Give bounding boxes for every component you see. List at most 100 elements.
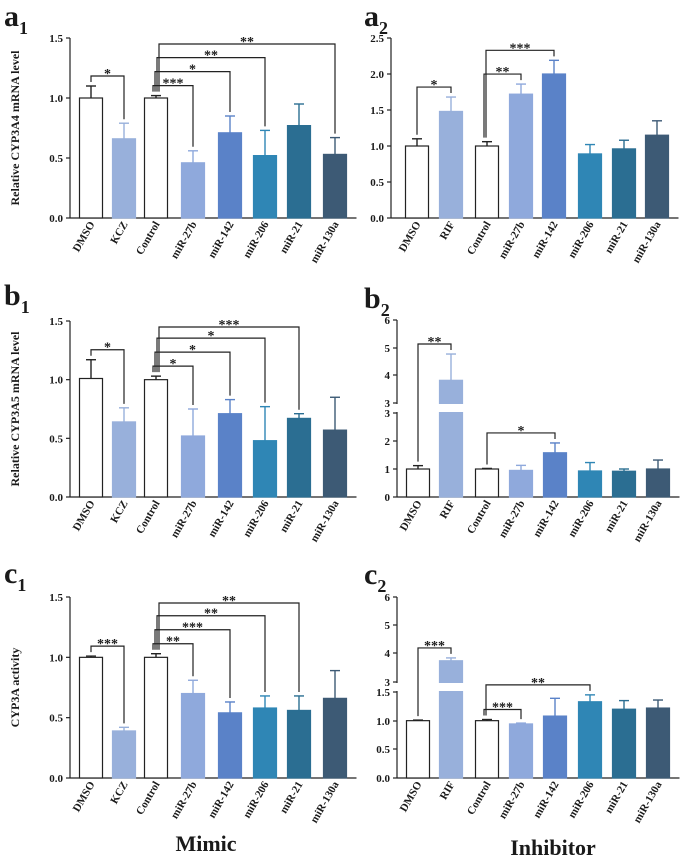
x-tick-label: miR-27b xyxy=(497,220,528,261)
panel-subscript: 1 xyxy=(17,575,26,595)
bar-mir-142 xyxy=(217,132,243,219)
bar-mir-21 xyxy=(286,124,312,219)
x-tick-label: miR-27b xyxy=(497,499,528,540)
significance-bracket xyxy=(156,57,266,127)
significance-bracket xyxy=(485,49,555,138)
bar-mir-206 xyxy=(577,701,603,779)
y-tick-label: 5 xyxy=(385,620,391,632)
x-tick-label: DMSO xyxy=(398,498,425,533)
x-tick-label: Control xyxy=(465,499,494,537)
x-tick-label: DMSO xyxy=(397,219,424,254)
bar-mir-142 xyxy=(542,452,568,498)
x-tick-label: RIF xyxy=(438,779,458,802)
significance-label: *** xyxy=(219,318,240,333)
panel-subscript: 2 xyxy=(379,18,388,38)
y-tick-label: 6 xyxy=(385,315,391,327)
x-tick-label: miR-206 xyxy=(566,219,597,260)
bar-mir-27b xyxy=(180,162,206,219)
x-tick-label: DMSO xyxy=(71,498,98,533)
x-tick-label: miR-206 xyxy=(241,779,272,820)
bar-mir-21 xyxy=(286,417,312,498)
bar-dmso xyxy=(78,97,104,219)
bar-mir-130a xyxy=(322,153,348,219)
panel-subscript: 2 xyxy=(377,576,386,596)
bar-mir-27b xyxy=(180,692,206,779)
y-tick-label: 5 xyxy=(385,343,391,355)
y-tick-label: 0.0 xyxy=(370,213,384,225)
bar-control xyxy=(474,468,500,498)
x-tick-label: miR-21 xyxy=(603,780,631,816)
bar-mir-130a xyxy=(322,697,348,779)
x-tick-label: Control xyxy=(134,780,163,818)
y-tick-label: 1 xyxy=(385,464,391,476)
x-tick-label: miR-27b xyxy=(169,220,200,261)
y-tick-label: 1.0 xyxy=(370,141,384,153)
x-tick-label: miR-130a xyxy=(308,498,342,544)
significance-label: * xyxy=(208,329,215,344)
bar-kcz xyxy=(111,138,137,219)
significance-bracket xyxy=(485,684,591,716)
x-tick-label: miR-142 xyxy=(206,219,237,260)
x-tick-label: miR-130a xyxy=(631,779,665,825)
significance-label: ** xyxy=(204,607,218,622)
bar-control xyxy=(143,97,169,219)
significance-bracket xyxy=(90,349,125,404)
bar-mir-142 xyxy=(542,715,568,779)
significance-label: ** xyxy=(496,65,510,80)
y-tick-label: 2.5 xyxy=(370,33,384,45)
bar-mir-206 xyxy=(252,440,278,498)
bar-mir-27b xyxy=(180,435,206,498)
panel-letter: c2 xyxy=(364,558,386,596)
bar-mir-130a xyxy=(644,134,670,219)
bar-mir-130a xyxy=(645,707,671,779)
x-tick-label: miR-21 xyxy=(278,780,306,816)
x-tick-label: miR-21 xyxy=(278,499,306,535)
y-tick-label: 3 xyxy=(385,677,391,689)
x-tick-label: KCZ xyxy=(108,220,130,247)
y-axis-label: Relative CYP3A5 mRNA level xyxy=(8,331,22,487)
footer-left-label: Mimic xyxy=(175,831,236,856)
bar-mir-206 xyxy=(577,470,603,498)
y-tick-label: 0.0 xyxy=(49,213,63,225)
y-tick-label: 4 xyxy=(385,648,391,660)
x-tick-label: miR-27b xyxy=(169,780,200,821)
significance-bracket xyxy=(154,71,231,112)
x-tick-label: DMSO xyxy=(71,219,98,254)
y-tick-label: 1.5 xyxy=(49,592,63,604)
significance-label: ** xyxy=(240,35,254,50)
x-tick-label: miR-27b xyxy=(497,780,528,821)
panel-c1: c1 CYP3A activity 0.0 0.5 1.0 1.5 DMSO KCZ Contr… xyxy=(4,557,357,825)
y-tick-label: 0.5 xyxy=(376,744,390,756)
panel-letter: a1 xyxy=(4,0,28,38)
y-tick-label: 1.5 xyxy=(49,316,63,328)
significance-label: * xyxy=(104,67,111,82)
y-tick-label: 0.0 xyxy=(49,773,63,785)
y-tick-label: 1.0 xyxy=(49,93,63,105)
significance-bracket xyxy=(158,326,300,410)
y-tick-label: 6 xyxy=(385,592,391,604)
significance-label: *** xyxy=(492,701,513,716)
significance-label: ** xyxy=(428,335,442,350)
significance-label: * xyxy=(518,424,525,439)
x-tick-label: miR-27b xyxy=(169,499,200,540)
x-tick-label: KCZ xyxy=(108,780,130,807)
significance-bracket xyxy=(152,365,194,405)
significance-label: *** xyxy=(97,637,118,652)
panel-letter: b1 xyxy=(4,279,30,317)
bar-mir-206 xyxy=(252,155,278,219)
bar-mir-27b xyxy=(508,723,534,779)
bar-mir-27b xyxy=(508,93,534,219)
x-tick-label: miR-206 xyxy=(241,498,272,539)
significance-bracket xyxy=(152,643,194,677)
bar-rif xyxy=(438,660,464,779)
panel-b1: b1 Relative CYP3A5 mRNA level 0.0 0.5 1.0 1.5… xyxy=(4,279,357,544)
bar-kcz xyxy=(111,421,137,498)
bar-rif xyxy=(438,379,464,498)
significance-label: ** xyxy=(166,635,180,650)
significance-label: * xyxy=(189,63,196,78)
bar-mir-206 xyxy=(577,153,603,219)
x-tick-label: RIF xyxy=(438,498,458,521)
y-axis-label: CYP3A activity xyxy=(8,648,22,728)
y-tick-label: 0.0 xyxy=(376,773,390,785)
